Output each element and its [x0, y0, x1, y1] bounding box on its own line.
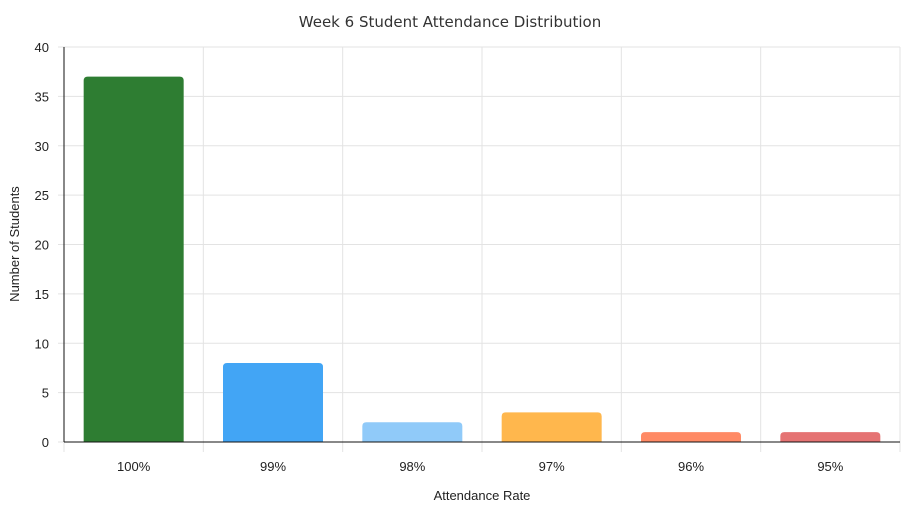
- y-tick-label: 15: [35, 287, 49, 302]
- chart-title: Week 6 Student Attendance Distribution: [299, 13, 601, 31]
- x-tick-label: 100%: [117, 459, 151, 474]
- x-axis-label: Attendance Rate: [434, 488, 531, 503]
- y-tick-label: 10: [35, 336, 49, 351]
- y-tick-label: 30: [35, 139, 49, 154]
- y-tick-label: 20: [35, 238, 49, 253]
- bar-98%: [362, 422, 463, 442]
- y-tick-label: 0: [42, 435, 49, 450]
- x-tick-label: 96%: [678, 459, 704, 474]
- bar-99%: [223, 363, 323, 442]
- x-tick-labels: 100% 99% 98% 97% 96% 95%: [117, 459, 844, 474]
- x-tick-label: 98%: [399, 459, 425, 474]
- x-tick-label: 99%: [260, 459, 286, 474]
- y-axis-label: Number of Students: [7, 186, 22, 302]
- x-tick-label: 97%: [539, 459, 565, 474]
- bars: [83, 76, 881, 442]
- y-tick-label: 25: [35, 188, 49, 203]
- bar-100%: [83, 76, 184, 442]
- y-tick-labels: 0 5 10 15 20 25 30 35 40: [35, 40, 49, 450]
- x-tick-label: 95%: [817, 459, 843, 474]
- y-tick-label: 35: [35, 89, 49, 104]
- bar-95%: [780, 432, 881, 442]
- bar-97%: [501, 412, 602, 442]
- y-tick-label: 40: [35, 40, 49, 55]
- grid-lines: [58, 46, 901, 452]
- axes: [63, 47, 900, 443]
- bar-96%: [641, 432, 741, 442]
- y-tick-label: 5: [42, 386, 49, 401]
